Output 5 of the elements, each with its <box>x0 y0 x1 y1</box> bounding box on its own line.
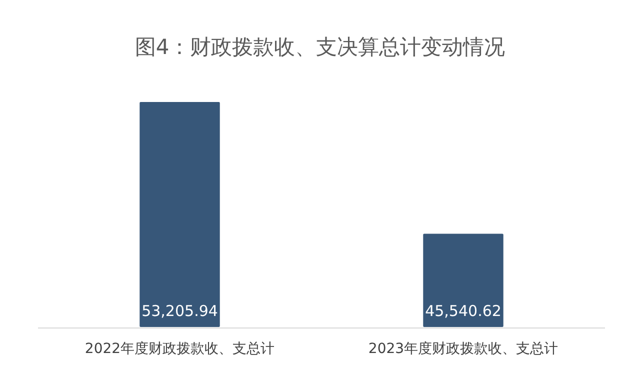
x-tick-label: 2023年度财政拨款收、支总计 <box>368 341 558 357</box>
x-tick-label: 2022年度财政拨款收、支总计 <box>84 341 275 357</box>
data-label: 53,205.94 <box>142 302 218 320</box>
chart-title: 图4：财政拨款收、支决算总计变动情况 <box>134 35 506 59</box>
data-label: 45,540.62 <box>425 302 502 320</box>
